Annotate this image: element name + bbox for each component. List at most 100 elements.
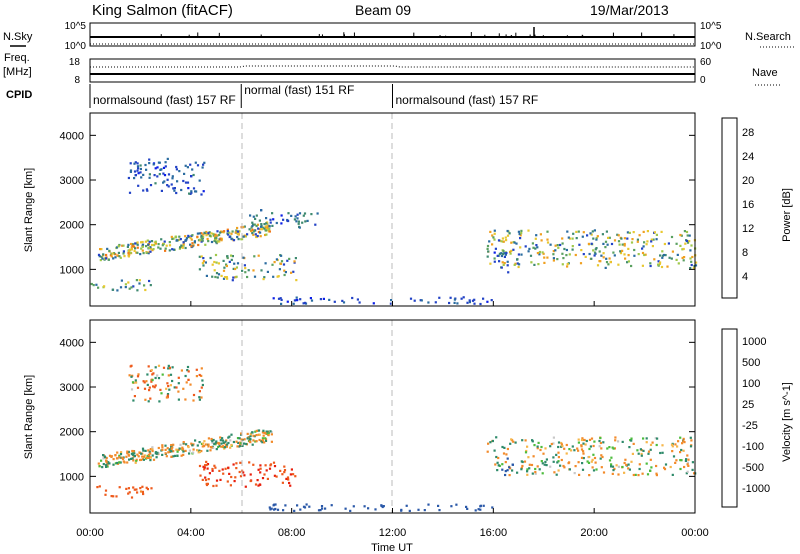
heatmap-cell [215,236,218,239]
velocity-colorbar-tick: 100 [742,378,760,390]
heatmap-cell [214,466,217,469]
heatmap-cell [615,464,618,467]
heatmap-cell [124,283,127,286]
heatmap-cell [207,445,210,448]
heatmap-cell [140,176,143,179]
heatmap-cell [161,373,164,376]
heatmap-cell [289,484,292,487]
heatmap-cell [668,256,671,259]
heatmap-cell [623,242,626,246]
heatmap-cell [283,469,287,472]
heatmap-cell [604,246,607,249]
heatmap-cell [262,431,265,434]
heatmap-cell [526,468,529,471]
heatmap-cell [190,175,193,178]
heatmap-cell [232,276,235,279]
heatmap-cell [114,462,117,465]
cpid-segment-label: normalsound (fast) 157 RF [396,93,539,107]
heatmap-cell [127,454,131,457]
heatmap-cell [178,447,181,450]
heatmap-cell [156,166,159,169]
heatmap-cell [488,240,491,243]
heatmap-cell [252,230,256,233]
heatmap-cell [671,473,674,476]
heatmap-cell [664,254,667,257]
heatmap-cell [333,300,336,303]
cpid-label: CPID [6,89,32,101]
heatmap-cell [129,251,132,254]
heatmap-cell [544,460,547,464]
heatmap-cell [530,261,533,264]
heatmap-cell [486,244,490,248]
heatmap-cell [520,232,523,235]
heatmap-cell [689,445,693,448]
heatmap-cell [107,461,110,464]
heatmap-cell [670,257,673,260]
heatmap-cell [608,446,611,449]
heatmap-cell [204,443,207,446]
heatmap-cell [98,485,101,488]
heatmap-cell [178,247,181,250]
heatmap-cell [171,446,174,449]
heatmap-cell [609,260,612,263]
heatmap-cell [621,465,624,469]
heatmap-cell [172,187,175,190]
heatmap-cell [626,231,629,234]
heatmap-cell [181,448,185,451]
heatmap-cell [649,469,652,472]
heatmap-cell [680,448,683,452]
heatmap-cell [675,242,678,245]
heatmap-cell [600,466,603,469]
heatmap-cell [574,253,577,257]
heatmap-cell [271,224,274,227]
heatmap-cell [502,452,506,455]
heatmap-cell [198,390,201,393]
heatmap-cell [594,252,597,255]
heatmap-cell [115,495,118,498]
heatmap-cell [240,238,243,241]
heatmap-cell [127,243,130,246]
heatmap-cell [125,455,128,458]
heatmap-cell [617,240,621,243]
heatmap-cell [161,446,164,449]
heatmap-cell [134,174,137,177]
heatmap-cell [148,158,151,161]
heatmap-cell [108,454,112,457]
heatmap-cell [170,455,173,458]
y-tick-label: 4000 [60,130,84,142]
heatmap-cell [105,464,108,467]
heatmap-cell [226,480,229,483]
heatmap-cell [177,448,180,451]
heatmap-cell [427,503,430,506]
heatmap-cell [630,264,633,268]
heatmap-cell [165,455,168,458]
heatmap-cell [100,459,103,462]
heatmap-cell [590,242,593,245]
heatmap-cell [131,243,134,246]
heatmap-cell [546,230,549,233]
heatmap-cell [270,433,273,436]
heatmap-cell [105,461,108,464]
heatmap-cell [140,452,143,455]
heatmap-cell [487,250,490,253]
heatmap-cell [571,237,574,240]
heatmap-cell [490,299,493,302]
heatmap-cell [201,238,204,241]
heatmap-cell [200,374,203,377]
heatmap-cell [182,450,185,453]
heatmap-cell [541,251,544,254]
heatmap-cell [683,256,686,259]
heatmap-cell [589,232,592,235]
heatmap-cell [685,239,689,243]
heatmap-cell [170,183,173,186]
heatmap-cell [156,374,159,377]
heatmap-cell [283,471,286,474]
heatmap-cell [659,254,662,257]
heatmap-cell [593,254,596,257]
heatmap-cell [196,444,199,447]
heatmap-cell [582,452,585,455]
heatmap-cell [524,245,527,248]
heatmap-cell [240,433,243,436]
heatmap-cell [536,246,539,249]
